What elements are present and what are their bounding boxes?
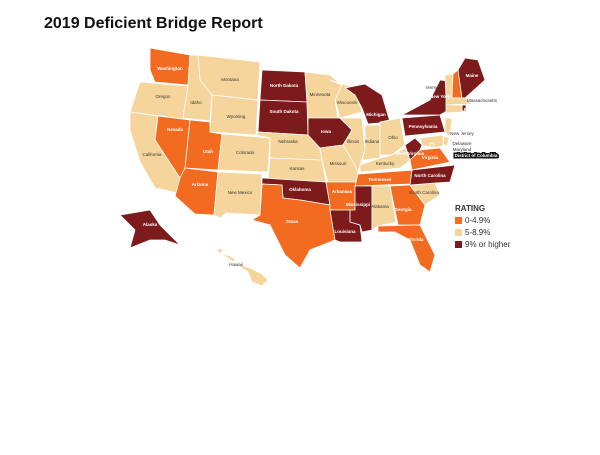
state-label: Tennessee [369, 177, 392, 182]
legend: RATING 0-4.9% 5-8.9% 9% or higher [455, 204, 511, 249]
state-label: Rhode Island [464, 107, 493, 112]
state [213, 171, 263, 219]
state [445, 97, 473, 106]
state-label: Wyoming [227, 114, 246, 119]
state-label: Illinois [347, 139, 360, 144]
state-label: Arizona [192, 182, 209, 187]
state-label: South Dakota [269, 109, 298, 114]
state [339, 117, 366, 174]
state-label: Missouri [330, 161, 347, 166]
state [174, 167, 219, 216]
state-label: Idaho [190, 100, 202, 105]
state [389, 184, 426, 226]
state [304, 71, 343, 119]
state-label: Iowa [321, 129, 331, 134]
state-label: Michigan [366, 112, 386, 117]
state-label: Kansas [289, 166, 305, 171]
title: 2019 Deficient Bridge Report [44, 15, 263, 32]
state-label: Ohio [388, 135, 398, 140]
state-label: New York [430, 94, 451, 99]
state-label: Nevada [167, 127, 184, 132]
state-label: Oklahoma [289, 187, 311, 192]
state [251, 183, 336, 269]
legend-label: 9% or higher [465, 240, 511, 249]
legend-swatch [455, 217, 462, 224]
state [377, 224, 436, 273]
state-label: Washington [157, 66, 183, 71]
state-label: Wisconsin [337, 100, 358, 105]
state-label: California [142, 152, 162, 157]
legend-title: RATING [455, 204, 485, 213]
state [444, 117, 453, 138]
state [149, 47, 191, 86]
state [257, 99, 309, 136]
state-label: Hawaii [229, 262, 243, 267]
state [371, 185, 397, 231]
state-label: Delaware [452, 141, 472, 146]
state-label: Indiana [365, 139, 380, 144]
state-label: Minnesota [310, 92, 331, 97]
legend-swatch [455, 229, 462, 236]
state [361, 124, 381, 161]
state [419, 134, 444, 149]
state-label: Virginia [422, 155, 439, 160]
state-label: Louisiana [334, 229, 356, 234]
state-label: Georgia [394, 207, 412, 212]
state-label: South Carolina [409, 190, 439, 195]
state [119, 209, 181, 249]
state [404, 137, 423, 161]
state-labels: Washington Oregon California Nevada Idaho Mon… [142, 66, 499, 267]
state-label: Mississippi [346, 202, 370, 207]
state-label: Kentucky [376, 161, 395, 166]
state-label: North Carolina [414, 173, 446, 178]
state [344, 83, 391, 125]
state-label: Pennsylvania [409, 124, 438, 129]
state-label: New Mexico [228, 190, 253, 195]
state-label: New Jersey [450, 131, 474, 136]
state-label: Florida [408, 237, 423, 242]
state [215, 247, 269, 287]
state-label: District of Columbia [455, 153, 498, 158]
state [429, 142, 435, 148]
state-label: Nebraska [278, 139, 298, 144]
state-label: Alabama [371, 204, 389, 209]
state [445, 104, 463, 114]
state-label: Arkansas [332, 189, 353, 194]
state-label: Maryland [453, 147, 472, 152]
states [119, 47, 486, 287]
state [379, 117, 406, 156]
legend-label: 5-8.9% [465, 228, 490, 237]
state [409, 164, 456, 186]
legend-label: 0-4.9% [465, 216, 490, 225]
state-label: North Dakota [270, 83, 299, 88]
state-label: Montana [221, 77, 239, 82]
state-label: Maine [466, 73, 479, 78]
state-label: Texas [286, 219, 299, 224]
state-label: Colorado [236, 150, 255, 155]
state-label: Alaska [143, 222, 158, 227]
state-label: Vermont [426, 85, 444, 90]
state [442, 135, 450, 147]
state-label: Oregon [155, 94, 171, 99]
legend-swatch [455, 241, 462, 248]
state-label: West Virginia [396, 151, 425, 156]
state-label: Massachusetts [467, 98, 498, 103]
state [217, 133, 271, 173]
state-label: Utah [203, 149, 213, 154]
